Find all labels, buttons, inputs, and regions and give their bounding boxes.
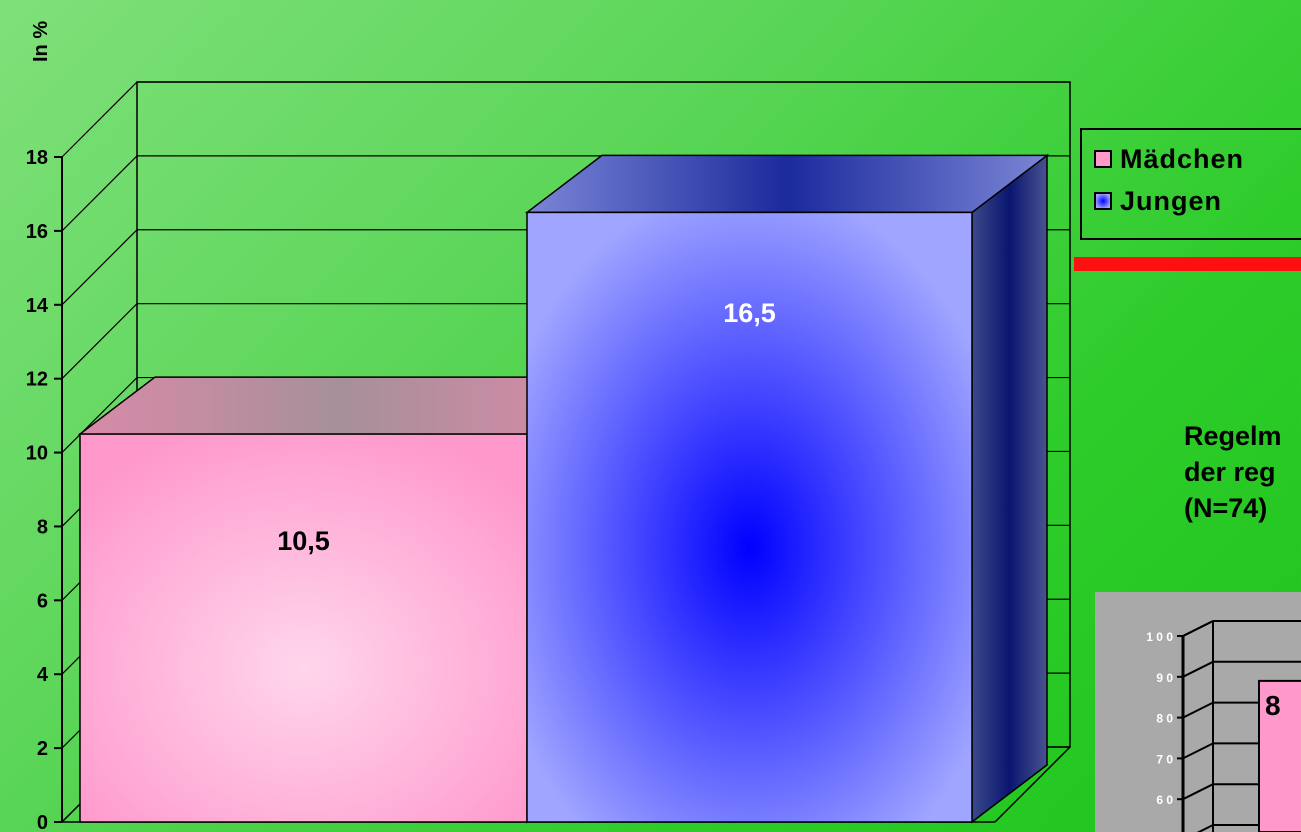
inset-tick-label: 6 0 xyxy=(1156,793,1173,807)
legend-swatch-maedchen xyxy=(1094,150,1112,168)
bar-value-label-1: 16,5 xyxy=(723,298,776,328)
y-tick-label: 16 xyxy=(26,221,48,243)
floor-right-edge xyxy=(994,746,1071,823)
inset-chart: 5 06 07 08 09 01 0 08 xyxy=(1095,592,1301,832)
inset-tick-label: 7 0 xyxy=(1156,752,1173,766)
inset-top-edge xyxy=(1182,620,1214,637)
inset-chart-svg: 5 06 07 08 09 01 0 08 xyxy=(1146,620,1301,832)
inset-gridline-diagonal xyxy=(1196,824,1214,832)
chart-legend: Mädchen Jungen xyxy=(1080,128,1301,240)
y-tick-label: 12 xyxy=(26,369,48,391)
legend-label-maedchen: Mädchen xyxy=(1120,143,1245,174)
legend-item-jungen: Jungen xyxy=(1094,186,1222,216)
inset-gridline-diagonal xyxy=(1182,742,1214,760)
tick-layer: 0 2 4 6 8 10 12 14 16 18 xyxy=(26,147,62,832)
inset-gridline-diagonal xyxy=(1182,701,1214,719)
inset-tick-label: 9 0 xyxy=(1156,671,1173,685)
inset-bar xyxy=(1258,679,1301,832)
bar-front-0 xyxy=(79,433,528,823)
bar-front-1 xyxy=(526,211,973,823)
inset-gridline-diagonal xyxy=(1182,660,1214,678)
bar-side-1 xyxy=(971,153,1048,824)
y-tick-label: 4 xyxy=(37,664,49,686)
bar-top-0 xyxy=(77,376,605,435)
inset-gridline-diagonal xyxy=(1182,783,1214,801)
y-tick-label: 8 xyxy=(37,516,48,538)
bar-value-label-0: 10,5 xyxy=(277,526,330,556)
inset-tick-label: 8 0 xyxy=(1156,712,1173,726)
legend-item-maedchen: Mädchen xyxy=(1094,144,1244,174)
legend-label-jungen: Jungen xyxy=(1120,185,1223,216)
legend-swatch-jungen xyxy=(1094,192,1112,210)
inset-bar-label: 8 xyxy=(1265,690,1281,721)
y-tick-label: 18 xyxy=(26,147,48,169)
bar-layer: 10,5 16,5 xyxy=(77,153,1050,824)
gridline-diagonal xyxy=(61,303,138,380)
y-tick-label: 6 xyxy=(37,590,48,612)
gridline-diagonal xyxy=(61,155,138,232)
y-tick-label: 14 xyxy=(26,295,49,317)
y-tick-label: 0 xyxy=(37,812,48,832)
inset-tick-label: 1 0 0 xyxy=(1146,630,1173,644)
y-tick-label: 2 xyxy=(37,738,48,760)
side-caption: Regelm der reg (N=74) xyxy=(1184,421,1282,523)
bar-top-1 xyxy=(524,154,1050,214)
gridline-diagonal xyxy=(61,81,138,158)
red-divider-line xyxy=(1074,257,1301,271)
gridline-diagonal xyxy=(61,229,138,306)
y-tick-label: 10 xyxy=(26,443,48,465)
gridline-diagonal xyxy=(61,377,138,453)
